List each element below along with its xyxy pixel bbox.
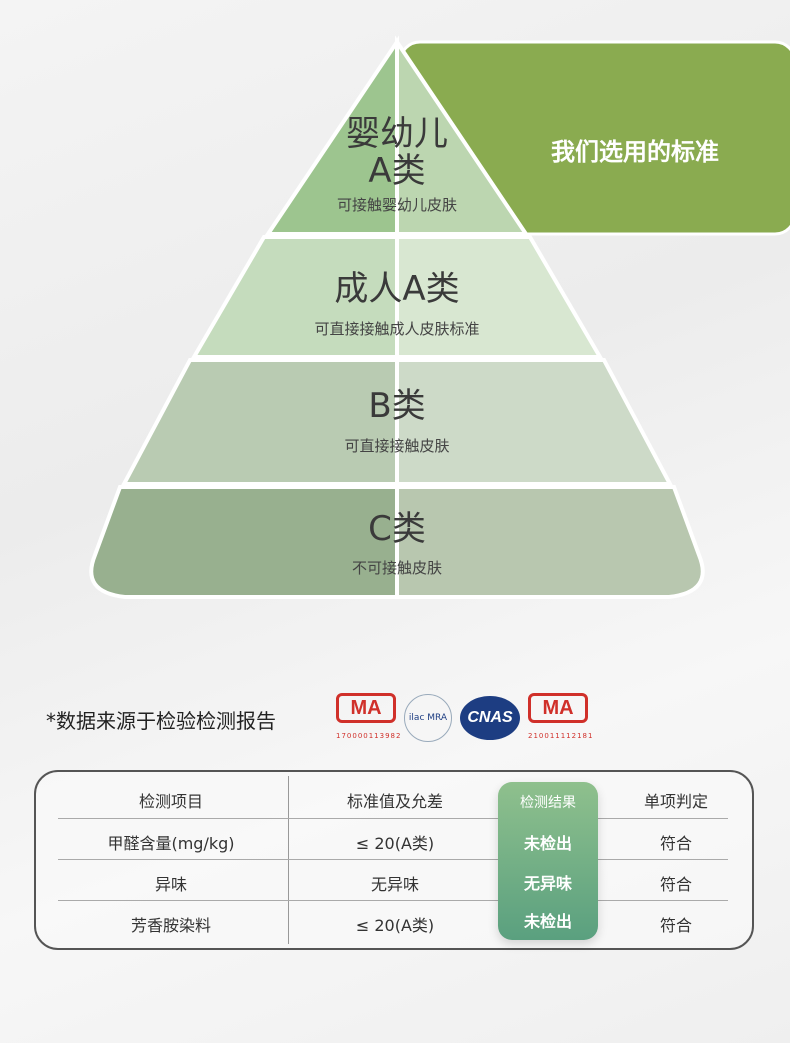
tier-1-right <box>395 35 530 236</box>
row-2-judgement: 符合 <box>659 875 692 894</box>
row-1-judgement: 符合 <box>659 834 692 853</box>
row-1-result: 未检出 <box>523 834 572 853</box>
header-standard: 标准值及允差 <box>346 792 443 811</box>
row-2-item: 异味 <box>154 875 187 894</box>
row-1-standard: ≤ 20(A类) <box>355 834 435 853</box>
standards-pyramid <box>91 35 790 597</box>
tier-1-title: 婴幼儿 <box>346 114 448 154</box>
row-2-standard: 无异味 <box>370 875 419 894</box>
results-highlight-column: 检测结果 未检出 无异味 未检出 <box>498 782 598 940</box>
tier-4-desc: 不可接触皮肤 <box>351 559 442 577</box>
tier-3-title: B类 <box>368 386 426 426</box>
tier-2-title: 成人A类 <box>334 269 460 309</box>
tier-3-desc: 可直接接触皮肤 <box>344 437 450 455</box>
tier-2-desc: 可直接接触成人皮肤标准 <box>314 320 480 338</box>
row-3-result: 未检出 <box>523 912 572 931</box>
cnas-logo: CNAS <box>460 695 520 740</box>
source-note: *数据来源于检验检测报告 <box>46 709 276 733</box>
ilac-logo: ilac MRA <box>404 693 452 742</box>
row-1-item: 甲醛含量(mg/kg) <box>107 834 235 853</box>
row-3-item: 芳香胺染料 <box>130 916 211 935</box>
certification-logos: MA 170000113982 ilac MRA CNAS MA 210011112… <box>336 693 592 742</box>
row-2-result: 无异味 <box>523 874 572 893</box>
tier-1-desc: 可接触婴幼儿皮肤 <box>336 196 457 214</box>
header-item: 检测项目 <box>138 792 203 811</box>
tier-1-title2: A类 <box>368 151 426 191</box>
tier-4-title: C类 <box>368 509 426 549</box>
header-judgement: 单项判定 <box>643 792 708 811</box>
cma-logo: MA 170000113982 <box>336 693 400 742</box>
banner-label: 我们选用的标准 <box>551 138 719 166</box>
row-3-standard: ≤ 20(A类) <box>355 916 435 935</box>
cma-logo-2: MA 210011112181 <box>528 693 592 742</box>
header-result: 检测结果 <box>520 795 576 811</box>
test-results-table: 检测项目 标准值及允差 单项判定 甲醛含量(mg/kg) ≤ 20(A类) 符合… <box>34 770 754 950</box>
row-3-judgement: 符合 <box>659 916 692 935</box>
